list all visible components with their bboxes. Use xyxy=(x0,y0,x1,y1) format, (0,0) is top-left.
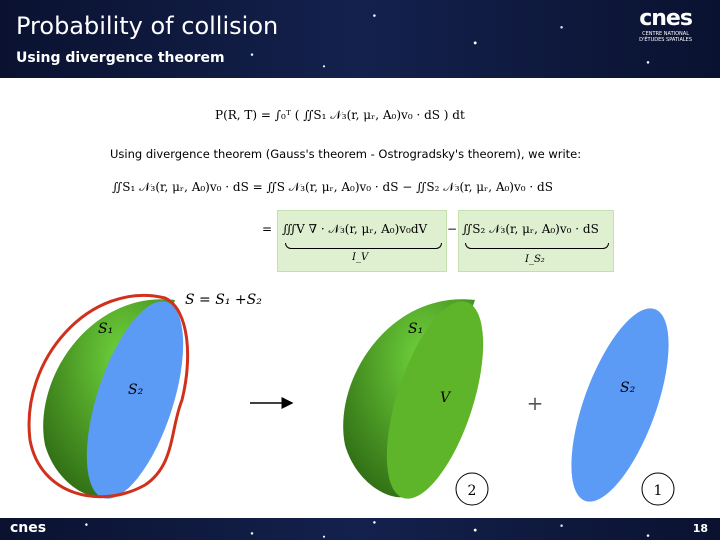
brace-label: I_S₂ xyxy=(525,254,545,265)
label: S₁ xyxy=(98,321,113,337)
intro-text: Using divergence theorem (Gauss's theore… xyxy=(110,147,582,161)
logo-tagline: CENTRE NATIONAL xyxy=(642,31,689,37)
header: Probability of collision Using divergenc… xyxy=(0,0,720,78)
underbrace xyxy=(465,243,609,249)
label: S₂ xyxy=(128,382,144,398)
badge xyxy=(641,472,675,506)
subtitle: Using divergence theorem xyxy=(16,50,225,66)
minus: − xyxy=(447,222,458,236)
badge-label: 1 xyxy=(654,483,663,499)
underbrace xyxy=(285,243,442,249)
label: S₁ xyxy=(408,321,423,337)
highlight-box xyxy=(277,210,447,272)
label: S₂ xyxy=(620,380,636,396)
label: S = S₁ +S₂ xyxy=(185,292,262,308)
diagram: S = S₁ +S₂ S₁ S₂ S₁ V 2 + S₂ 1 xyxy=(27,292,675,506)
logo: cnes CENTRE NATIONAL D'ÉTUDES SPATIALES xyxy=(639,6,693,43)
logo-name: cnes xyxy=(639,6,693,31)
logo-tagline: D'ÉTUDES SPATIALES xyxy=(639,37,692,43)
surface-outline xyxy=(27,294,190,499)
badge xyxy=(455,472,489,506)
formula: ∬S₁ 𝒩₃(r, μᵣ, A₀)v₀ · dS = ∬S 𝒩₃(r, μᵣ, … xyxy=(112,180,553,194)
page-number: 18 xyxy=(692,522,708,535)
highlight-box xyxy=(458,210,614,272)
footer: cnes 18 xyxy=(0,518,720,540)
equals: = xyxy=(262,222,273,236)
footer-logo: cnes xyxy=(10,520,47,536)
title: Probability of collision xyxy=(16,12,279,40)
disk xyxy=(571,308,669,502)
formula: ∭V ∇ · 𝒩₃(r, μᵣ, A₀)v₀dV xyxy=(282,222,428,236)
disk-surface xyxy=(86,301,184,499)
brace-label: I_V xyxy=(352,252,369,263)
formula: ∬S₂ 𝒩₃(r, μᵣ, A₀)v₀ · dS xyxy=(462,222,599,236)
volume-face xyxy=(386,301,484,499)
badge-label: 2 xyxy=(468,483,477,499)
plus: + xyxy=(527,391,544,415)
formula: P(R, T) = ∫₀ᵀ ( ∬S₁ 𝒩₃(r, μᵣ, A₀)v₀ · dS… xyxy=(215,108,465,122)
label: V xyxy=(440,390,452,406)
